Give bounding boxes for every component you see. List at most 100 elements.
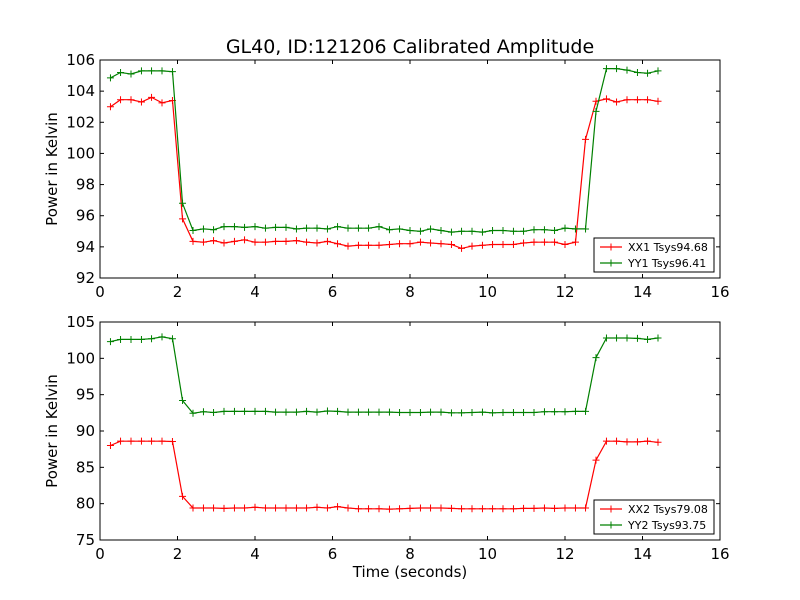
data-point-marker [385,241,393,249]
y-tick-label: 102 [66,113,95,131]
data-point-marker [530,504,538,512]
data-point-marker [458,227,466,235]
data-point-marker [354,505,362,513]
data-point-marker [168,68,176,76]
y-axis-label: Power in Kelvin [43,112,61,226]
data-point-marker [313,239,321,247]
data-point-marker [644,335,652,343]
data-point-marker [344,504,352,512]
x-tick-label: 4 [250,545,260,563]
data-point-marker [633,334,641,342]
y-tick-label: 92 [76,269,95,287]
data-point-marker [210,408,218,416]
data-point-marker [365,224,373,232]
x-tick-label: 12 [555,545,574,563]
data-point-marker [561,504,569,512]
legend-entry-label: XX1 Tsys94.68 [628,241,708,254]
y-tick-label: 98 [76,176,95,194]
data-point-marker [561,241,569,249]
data-point-marker [137,335,145,343]
data-point-marker [251,407,259,415]
data-point-marker [520,239,528,247]
y-tick-label: 80 [76,495,95,513]
data-point-marker [292,408,300,416]
x-axis-label: Time (seconds) [352,563,468,581]
data-point-marker [117,437,125,445]
data-point-marker [251,503,259,511]
data-point-marker [509,408,517,416]
data-point-marker [385,505,393,513]
data-point-marker [323,407,331,415]
data-point-marker [582,504,590,512]
data-point-marker [375,408,383,416]
data-point-marker [334,240,342,248]
x-tick-label: 6 [328,283,338,301]
data-point-marker [499,241,507,249]
data-point-marker [230,223,238,231]
data-point-marker [427,504,435,512]
data-point-marker [540,408,548,416]
data-point-marker [592,456,600,464]
data-point-marker [117,96,125,104]
data-point-marker [199,238,207,246]
data-point-marker [365,408,373,416]
data-point-marker [623,96,631,104]
data-point-marker [158,333,166,341]
data-point-marker [303,224,311,232]
data-point-marker [437,227,445,235]
data-point-marker [406,227,414,235]
data-point-marker [282,237,290,245]
data-point-marker [592,107,600,115]
data-point-marker [241,504,249,512]
data-point-marker [468,505,476,513]
legend-swatch-marker [607,505,615,513]
legend-entry-label: XX2 Tsys79.08 [628,503,708,516]
x-tick-label: 0 [95,283,105,301]
data-point-marker [313,224,321,232]
x-tick-label: 2 [173,283,183,301]
y-tick-label: 94 [76,238,95,256]
x-tick-label: 8 [405,283,415,301]
data-point-marker [385,408,393,416]
data-point-marker [354,241,362,249]
y-tick-label: 75 [76,531,95,549]
data-point-marker [168,335,176,343]
data-point-marker [592,354,600,362]
data-point-marker [365,241,373,249]
data-point-marker [540,238,548,246]
x-tick-label: 10 [478,283,497,301]
data-point-marker [127,335,135,343]
data-point-marker [633,96,641,104]
data-point-marker [230,237,238,245]
data-point-marker [613,98,621,106]
data-point-marker [582,135,590,143]
data-point-marker [292,504,300,512]
data-point-marker [427,225,435,233]
data-point-marker [644,437,652,445]
x-tick-label: 16 [710,545,729,563]
data-point-marker [613,65,621,73]
data-point-marker [458,505,466,513]
data-point-marker [220,407,228,415]
data-point-marker [520,504,528,512]
data-point-marker [127,437,135,445]
data-point-marker [499,505,507,513]
data-point-marker [551,238,559,246]
data-point-marker [613,437,621,445]
data-point-marker [334,407,342,415]
data-point-marker [158,437,166,445]
data-point-marker [158,67,166,75]
data-point-marker [354,224,362,232]
data-point-marker [199,504,207,512]
data-point-marker [230,504,238,512]
legend-box [593,499,715,535]
data-point-marker [323,237,331,245]
data-point-marker [540,226,548,234]
data-point-marker [509,227,517,235]
data-point-marker [561,224,569,232]
data-point-marker [137,67,145,75]
data-point-marker [127,96,135,104]
data-point-marker [313,503,321,511]
legend-swatch-marker [607,521,615,529]
data-point-marker [489,505,497,513]
